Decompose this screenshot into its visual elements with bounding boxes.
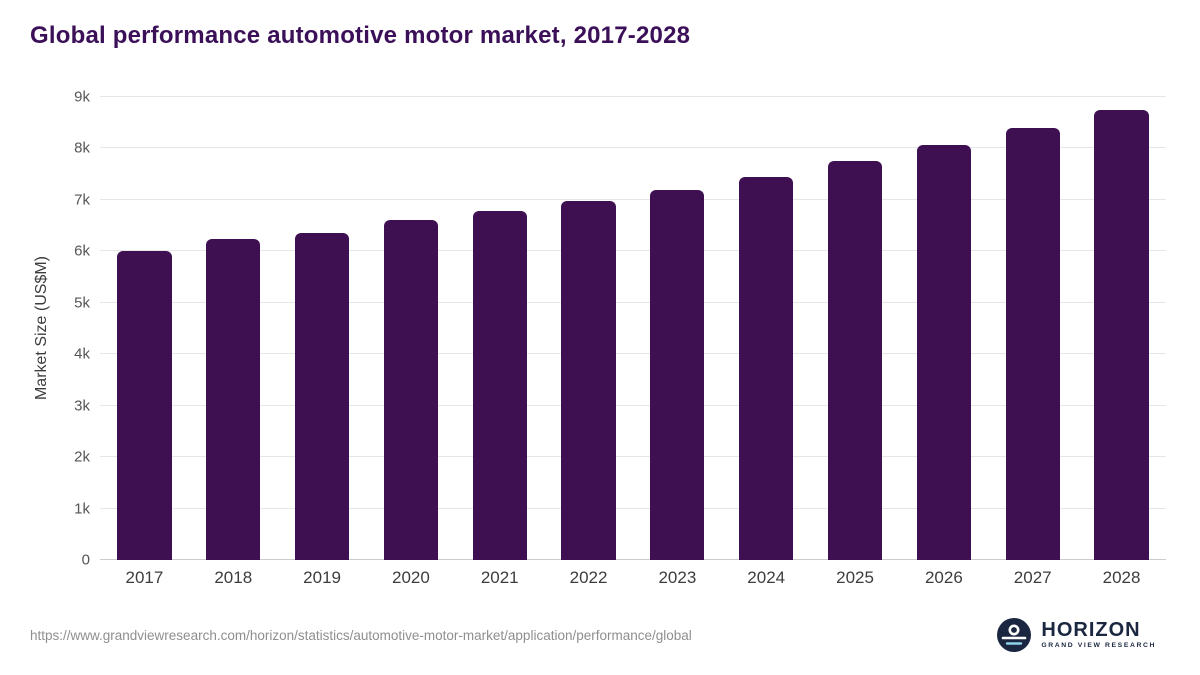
logo-text: HORIZON GRAND VIEW RESEARCH xyxy=(1041,620,1156,650)
bar-2028[interactable] xyxy=(1094,109,1149,560)
bar-slot-2018 xyxy=(189,97,278,560)
horizon-logo-icon xyxy=(997,618,1032,652)
bar-2018[interactable] xyxy=(206,239,261,560)
bar-2021[interactable] xyxy=(472,211,527,560)
gridline-4k xyxy=(100,353,1166,355)
x-tick-label-2024: 2024 xyxy=(747,568,786,587)
y-tick-label-6k: 6k xyxy=(74,242,90,260)
y-tick-label-2k: 2k xyxy=(74,448,90,466)
y-axis-ticks: 0 1k 2k 3k 4k 5k 6k 7k 8k 9k xyxy=(0,90,90,568)
x-tick-label-2020: 2020 xyxy=(391,568,430,587)
horizon-logo: HORIZON GRAND VIEW RESEARCH xyxy=(996,617,1156,653)
bar-2020[interactable] xyxy=(383,220,438,560)
y-tick-label-7k: 7k xyxy=(74,191,90,209)
y-tick-label-1k: 1k xyxy=(74,500,90,518)
x-tick-label-2025: 2025 xyxy=(836,568,874,587)
bar-slot-2022 xyxy=(544,97,633,560)
x-tick-label-2022: 2022 xyxy=(569,568,608,587)
x-tick-label-2018: 2018 xyxy=(214,568,253,587)
gridline-9k xyxy=(100,96,1166,97)
bar-slot-2028 xyxy=(1077,97,1166,560)
bar-slot-2020 xyxy=(366,97,455,560)
bar-2022[interactable] xyxy=(561,201,616,560)
gridline-6k xyxy=(100,250,1166,252)
x-axis-labels: 2017 2018 2019 2020 2021 2022 2023 2024 2025 2026… xyxy=(100,568,1166,594)
y-tick-label-8k: 8k xyxy=(74,139,90,157)
x-tick-label-2027: 2027 xyxy=(1013,568,1052,587)
x-tick-label-2019: 2019 xyxy=(303,568,341,587)
bar-2017[interactable] xyxy=(117,250,172,560)
bar-series xyxy=(100,97,1166,560)
brand-name: HORIZON xyxy=(1041,619,1141,642)
x-tick-label-2028: 2028 xyxy=(1102,568,1141,587)
bar-2027[interactable] xyxy=(1005,128,1060,560)
y-tick-label-4k: 4k xyxy=(74,345,90,363)
gridline-1k xyxy=(100,507,1166,509)
gridline-0 xyxy=(100,559,1166,560)
bar-slot-2023 xyxy=(633,97,722,560)
brand-subtitle: GRAND VIEW RESEARCH xyxy=(1041,642,1156,650)
bar-slot-2024 xyxy=(722,97,811,560)
bar-2019[interactable] xyxy=(294,233,350,560)
y-tick-label-0: 0 xyxy=(81,551,90,569)
x-tick-label-2023: 2023 xyxy=(658,568,697,587)
bar-slot-2019 xyxy=(278,97,367,560)
gridline-5k xyxy=(100,301,1166,303)
plot-area xyxy=(100,96,1166,560)
bar-slot-2017 xyxy=(100,97,189,560)
bar-2025[interactable] xyxy=(827,161,883,560)
bar-2024[interactable] xyxy=(739,176,794,560)
bar-slot-2025 xyxy=(811,97,900,560)
gridline-8k xyxy=(100,147,1166,149)
y-tick-label-3k: 3k xyxy=(74,397,90,415)
gridline-3k xyxy=(100,404,1166,406)
bar-slot-2027 xyxy=(988,97,1077,560)
y-tick-label-9k: 9k xyxy=(74,88,90,106)
bar-slot-2021 xyxy=(455,97,544,560)
bar-slot-2026 xyxy=(899,97,988,560)
source-url: https://www.grandviewresearch.com/horizo… xyxy=(30,628,692,643)
y-tick-label-5k: 5k xyxy=(74,294,90,312)
page-title: Global performance automotive motor mark… xyxy=(30,22,691,49)
x-tick-label-2017: 2017 xyxy=(125,568,164,587)
gridline-2k xyxy=(100,456,1166,458)
bar-2023[interactable] xyxy=(650,190,705,560)
bar-2026[interactable] xyxy=(916,144,971,560)
x-tick-label-2021: 2021 xyxy=(480,568,519,587)
x-tick-label-2026: 2026 xyxy=(924,568,963,587)
gridline-7k xyxy=(100,198,1166,200)
